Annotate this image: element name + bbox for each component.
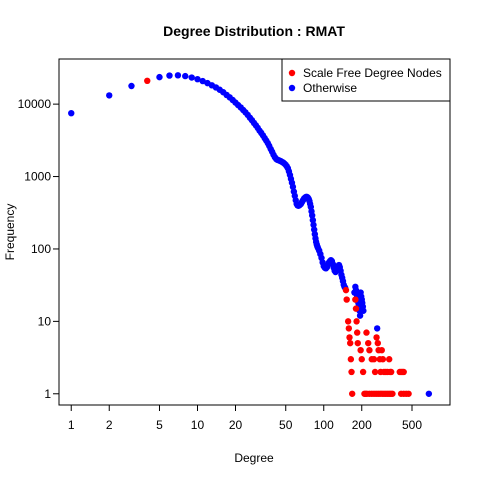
otherwise-point-6 [182, 72, 189, 80]
x-axis: 1 2 5 10 20 50 100 200 500 [68, 404, 422, 432]
scale-free-point-11 [352, 305, 360, 312]
scale-free-point-17 [359, 368, 367, 376]
scale-free-point-6 [347, 339, 354, 347]
scale-free-point-15 [357, 346, 364, 354]
otherwise-point-133 [360, 307, 367, 314]
scale-free-point-43 [371, 368, 379, 376]
legend-label-scale-free: Scale Free Degree Nodes [303, 66, 442, 80]
otherwise-point-4 [166, 72, 173, 79]
scale-free-point-8 [348, 368, 355, 376]
otherwise-point-0 [68, 109, 75, 117]
scale-free-point-10 [352, 296, 359, 303]
scale-free-point-5 [346, 334, 353, 341]
otherwise-point-127 [356, 312, 364, 319]
otherwise-point-81 [310, 221, 317, 229]
y-tick-label-10000: 10000 [18, 97, 52, 111]
x-tick-label-10: 10 [191, 418, 205, 432]
x-tick-label-500: 500 [402, 418, 422, 432]
otherwise-point-5 [174, 72, 182, 79]
chart-title: Degree Distribution : RMAT [163, 23, 345, 39]
scale-free-point-13 [353, 329, 361, 336]
scale-free-point-9 [348, 390, 356, 397]
scale-free-point-4 [345, 325, 353, 332]
otherwise-point-2 [128, 82, 135, 90]
x-tick-label-20: 20 [229, 418, 243, 432]
scale-free-point-38 [363, 329, 370, 336]
points-layer [68, 72, 433, 397]
x-tick-label-200: 200 [352, 418, 372, 432]
scale-free-point-39 [365, 339, 372, 347]
scale-free-point-33 [389, 390, 396, 397]
y-tick-label-1: 1 [44, 387, 51, 401]
otherwise-point-79 [308, 212, 316, 219]
legend-label-otherwise: Otherwise [303, 81, 357, 95]
y-tick-label-100: 100 [31, 242, 51, 256]
scale-free-point-60 [400, 368, 407, 376]
scale-free-point-3 [344, 318, 352, 325]
otherwise-point-8 [194, 75, 201, 83]
scale-free-point-44 [373, 334, 380, 341]
scale-free-point-42 [370, 356, 378, 363]
legend: Scale Free Degree Nodes Otherwise [281, 58, 451, 102]
legend-box [281, 58, 451, 102]
x-tick-label-5: 5 [156, 418, 163, 432]
otherwise-point-7 [188, 74, 195, 81]
scale-free-point-45 [374, 339, 381, 347]
x-tick-label-2: 2 [106, 418, 113, 432]
legend-marker-otherwise [288, 84, 296, 92]
scale-free-point-1 [342, 286, 350, 294]
x-tick-label-1: 1 [68, 418, 75, 432]
x-tick-label-50: 50 [279, 418, 293, 432]
otherwise-point-80 [309, 216, 317, 224]
scale-free-point-49 [378, 346, 385, 354]
y-axis-label: Frequency [3, 204, 17, 261]
y-tick-label-10: 10 [38, 314, 52, 328]
y-axis: 1 10 100 1000 10000 [18, 97, 60, 401]
scale-free-point-56 [387, 368, 395, 376]
scale-free-point-40 [366, 346, 373, 354]
otherwise-point-135 [425, 390, 433, 397]
plot-box [58, 58, 451, 406]
scale-free-point-0 [144, 77, 151, 85]
x-axis-label: Degree [234, 451, 274, 465]
scale-free-point-7 [347, 356, 355, 363]
otherwise-point-134 [373, 325, 381, 332]
scale-free-point-2 [343, 296, 350, 303]
scale-free-point-54 [386, 356, 393, 363]
otherwise-point-3 [156, 73, 163, 81]
legend-marker-scale-free [288, 69, 296, 77]
x-tick-label-100: 100 [314, 418, 334, 432]
scale-free-point-14 [354, 339, 361, 347]
scale-free-point-50 [379, 356, 387, 363]
otherwise-point-1 [106, 92, 113, 99]
scale-free-point-16 [358, 356, 365, 363]
y-tick-label-1000: 1000 [24, 170, 51, 184]
scale-free-point-12 [353, 318, 360, 325]
scale-free-point-37 [405, 390, 412, 397]
